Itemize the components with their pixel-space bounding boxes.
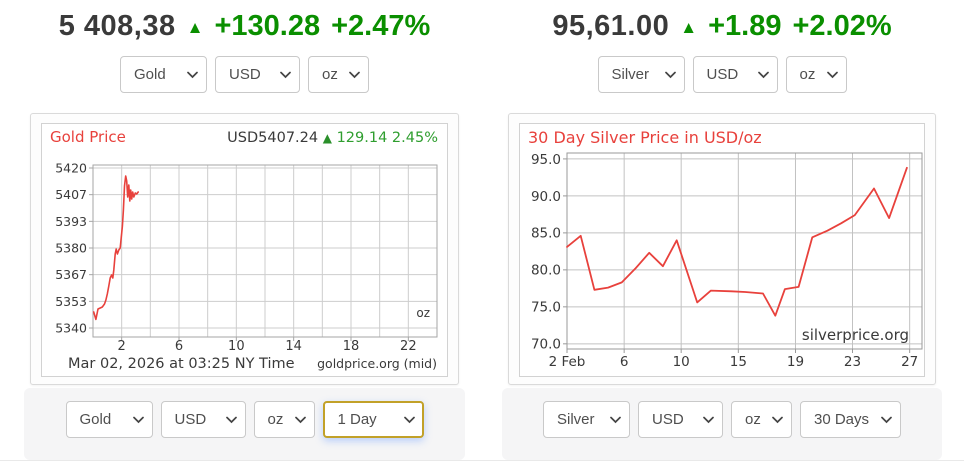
svg-text:6: 6: [620, 354, 629, 370]
svg-text:5420: 5420: [55, 161, 87, 176]
silver-panel: 95,61.00 ▲ +1.89 +2.02% Silver USD oz: [502, 0, 942, 472]
svg-text:5367: 5367: [55, 267, 87, 282]
metal-select-wrap: Silver: [543, 401, 630, 438]
gold-chart-price: USD5407.24: [227, 130, 319, 146]
gold-chart-quote: USD5407.24 ▲ 129.14 2.45%: [227, 130, 438, 146]
svg-text:70.0: 70.0: [531, 337, 561, 353]
up-triangle-icon: ▲: [680, 18, 698, 37]
silver-chart-box: 30 Day Silver Price in USD/oz 2 Feb 6 10 15…: [508, 113, 936, 385]
silver-price-chart: 2 Feb 6 10 15 19 23 27 70.0 75.0 80.0 85.0 90.0 95.0: [531, 152, 923, 370]
svg-text:22: 22: [400, 339, 417, 354]
gold-chart-timestamp: Mar 02, 2026 at 03:25 NY Time: [68, 356, 295, 372]
silver-chart-header: 30 Day Silver Price in USD/oz: [520, 124, 924, 150]
currency-select[interactable]: USD: [215, 56, 300, 93]
currency-select[interactable]: USD: [160, 401, 246, 438]
currency-select-wrap: USD: [215, 56, 300, 93]
metal-select-wrap: Gold: [65, 401, 153, 438]
silver-price-change-percent: +2.02%: [792, 10, 892, 42]
up-triangle-icon: ▲: [322, 131, 332, 145]
gold-chart-frame: Gold Price USD5407.24 ▲ 129.14 2.45% 2 6 1…: [41, 123, 448, 377]
metal-select[interactable]: Silver: [543, 401, 630, 438]
gold-price-change-percent: +2.47%: [331, 10, 431, 42]
gold-chart-source: goldprice.org (mid): [317, 356, 437, 371]
currency-select[interactable]: USD: [692, 56, 778, 93]
svg-text:2: 2: [118, 339, 126, 354]
svg-text:18: 18: [343, 339, 360, 354]
svg-text:2 Feb: 2 Feb: [549, 354, 586, 370]
unit-select[interactable]: oz: [308, 56, 369, 93]
silver-chart-watermark: silverprice.org: [801, 326, 909, 344]
gold-chart-box: Gold Price USD5407.24 ▲ 129.14 2.45% 2 6 1…: [30, 113, 459, 385]
svg-text:27: 27: [901, 354, 918, 370]
period-select[interactable]: 1 Day: [322, 401, 424, 438]
svg-text:95.0: 95.0: [531, 152, 561, 168]
svg-text:23: 23: [844, 354, 861, 370]
currency-select[interactable]: USD: [638, 401, 723, 438]
gold-chart-unit-label: oz: [416, 306, 430, 320]
period-select[interactable]: 30 Days: [800, 401, 901, 438]
metal-select[interactable]: Silver: [597, 56, 685, 93]
svg-text:15: 15: [730, 354, 747, 370]
svg-text:6: 6: [175, 339, 183, 354]
silver-top-selectors: Silver USD oz: [508, 56, 936, 93]
svg-text:14: 14: [285, 339, 302, 354]
currency-select-wrap: USD: [160, 401, 246, 438]
gold-top-selectors: Gold USD oz: [30, 56, 459, 93]
unit-select[interactable]: oz: [731, 401, 792, 438]
svg-text:19: 19: [787, 354, 804, 370]
svg-text:5353: 5353: [55, 294, 87, 309]
svg-text:10: 10: [228, 339, 245, 354]
unit-select[interactable]: oz: [785, 56, 847, 93]
gold-chart-change: 129.14 2.45%: [336, 130, 438, 146]
gold-price-value: 5 408,38: [58, 10, 176, 42]
unit-select-wrap: oz: [731, 401, 792, 438]
unit-select[interactable]: oz: [253, 401, 315, 438]
unit-select-wrap: oz: [308, 56, 369, 93]
gold-bottom-selectors: Gold USD oz 1 Day: [30, 401, 459, 438]
metal-select[interactable]: Gold: [120, 56, 207, 93]
silver-bottom-selectors: Silver USD oz 30 Days: [508, 401, 936, 438]
silver-chart-frame: 30 Day Silver Price in USD/oz 2 Feb 6 10 15…: [519, 123, 925, 377]
unit-select-wrap: oz: [253, 401, 315, 438]
svg-text:90.0: 90.0: [531, 189, 561, 205]
gold-quote-header: 5 408,38 ▲ +130.28 +2.47%: [30, 10, 459, 43]
svg-text:85.0: 85.0: [531, 226, 561, 242]
bottom-divider: [0, 460, 964, 461]
gold-chart-footer: Mar 02, 2026 at 03:25 NY Time goldprice.…: [42, 356, 447, 372]
gold-price-change: +130.28: [214, 10, 321, 42]
currency-select-wrap: USD: [638, 401, 723, 438]
svg-text:5393: 5393: [55, 214, 87, 229]
gold-panel: 5 408,38 ▲ +130.28 +2.47% Gold USD oz: [24, 0, 465, 472]
svg-text:10: 10: [673, 354, 690, 370]
silver-price-value: 95,61.00: [552, 10, 670, 42]
up-triangle-icon: ▲: [186, 18, 204, 37]
currency-select-wrap: USD: [692, 56, 778, 93]
silver-chart-title: 30 Day Silver Price in USD/oz: [528, 128, 762, 147]
gold-price-chart: 2 6 10 14 18 22 5340 5353 5367 5380 5393 5407 5420: [55, 161, 438, 354]
svg-text:5380: 5380: [55, 241, 87, 256]
svg-text:5407: 5407: [55, 187, 87, 202]
silver-price-change: +1.89: [708, 10, 782, 42]
unit-select-wrap: oz: [785, 56, 847, 93]
period-select-wrap: 30 Days: [800, 401, 901, 438]
period-select-wrap: 1 Day: [322, 401, 424, 438]
svg-text:75.0: 75.0: [531, 300, 561, 316]
silver-quote-header: 95,61.00 ▲ +1.89 +2.02%: [508, 10, 936, 43]
gold-chart-title: Gold Price: [50, 128, 126, 146]
metal-select[interactable]: Gold: [65, 401, 153, 438]
svg-text:5340: 5340: [55, 321, 87, 336]
gold-chart-header: Gold Price USD5407.24 ▲ 129.14 2.45%: [42, 124, 447, 148]
metal-select-wrap: Silver: [597, 56, 685, 93]
svg-text:80.0: 80.0: [531, 263, 561, 279]
metal-select-wrap: Gold: [120, 56, 207, 93]
